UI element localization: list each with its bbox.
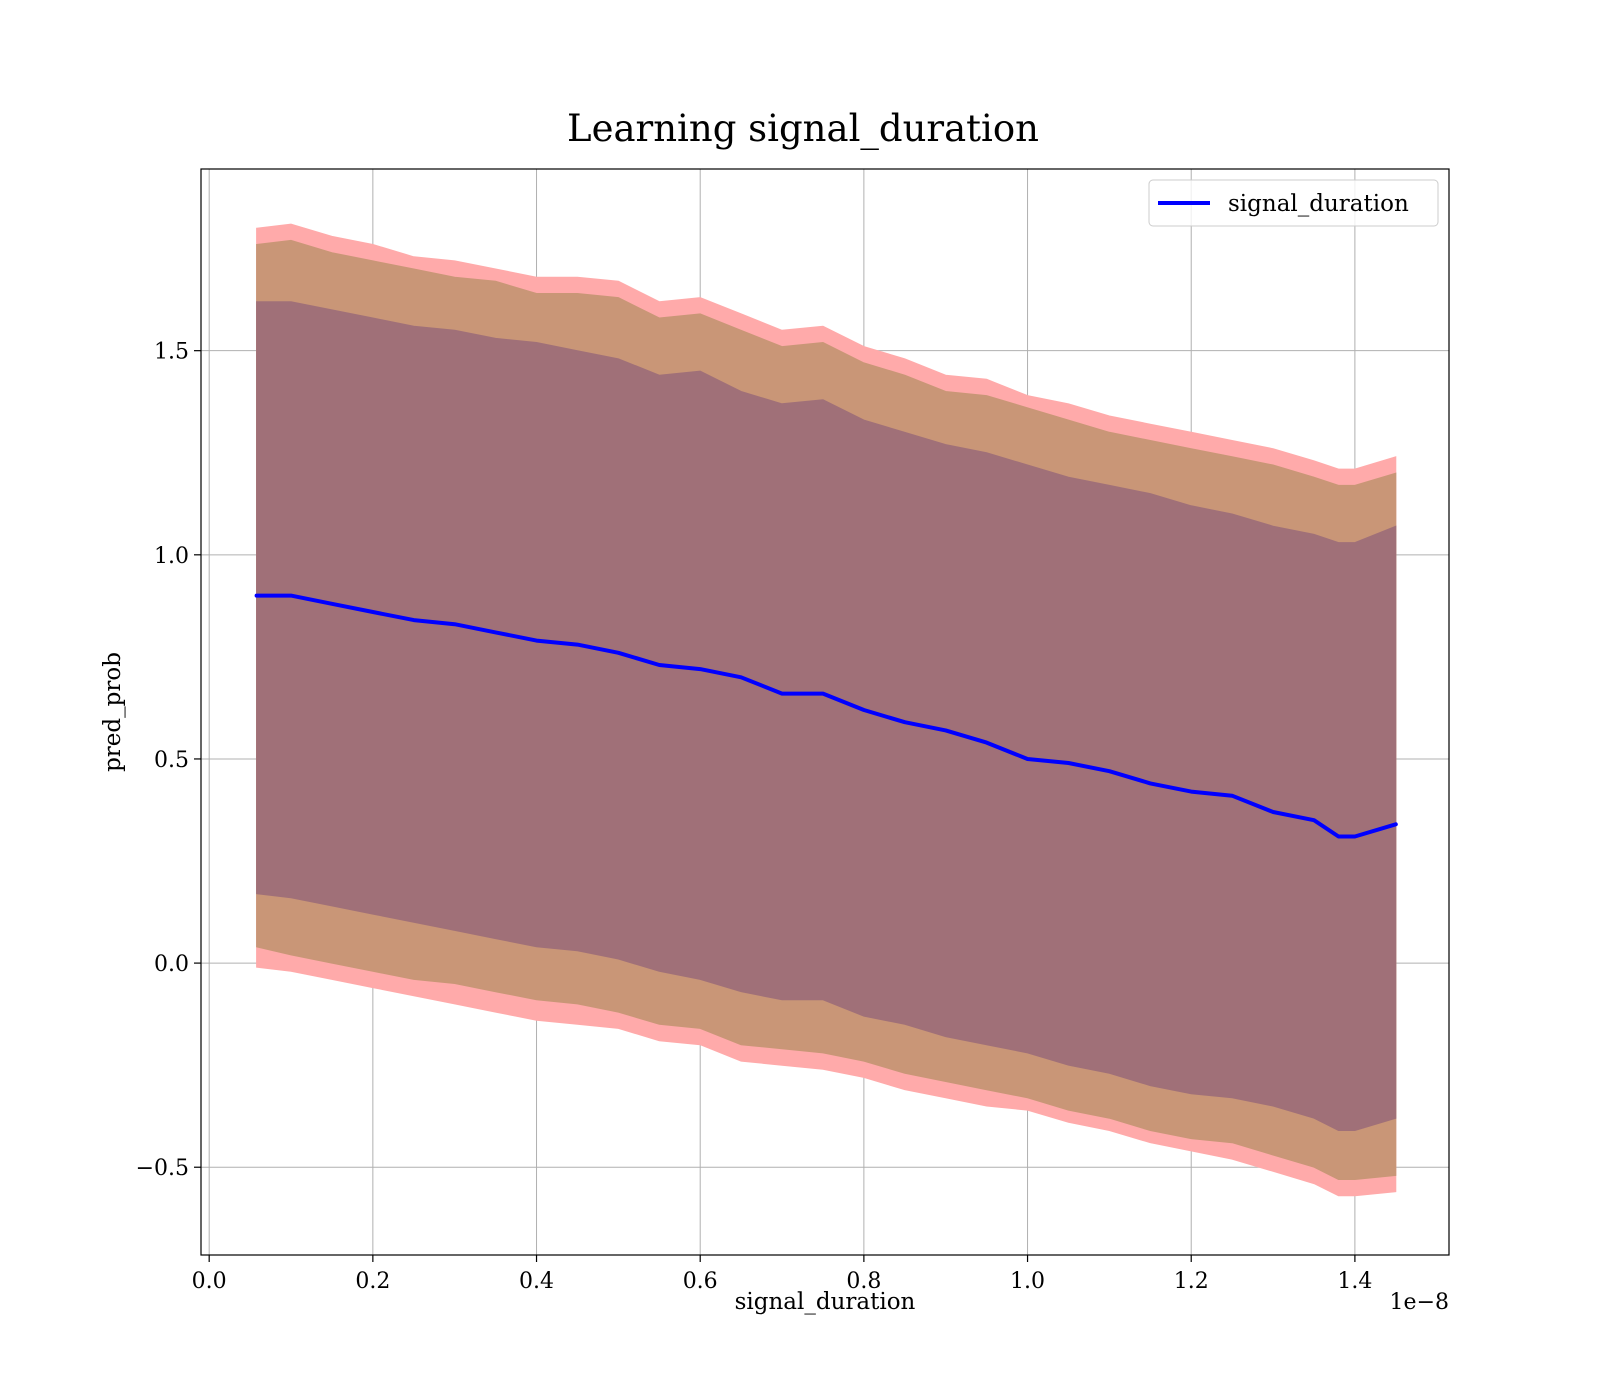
x-tick-label: 1.0 xyxy=(1010,1269,1045,1294)
y-tick-label: 0.5 xyxy=(154,748,189,773)
x-tick-label: 0.2 xyxy=(355,1269,390,1294)
series-lines xyxy=(254,593,1398,839)
plot-frame xyxy=(200,168,1450,1256)
confidence-bands xyxy=(256,223,1397,1197)
legend: signal_duration xyxy=(1148,179,1439,227)
y-tick-label: 1.5 xyxy=(154,340,189,365)
band-inner xyxy=(256,301,1397,1131)
y-tick-label: −0.5 xyxy=(136,1156,189,1181)
x-offset-label: 1e−8 xyxy=(1390,1290,1449,1315)
x-tick-label: 1.4 xyxy=(1337,1269,1372,1294)
y-tick-label: 0.0 xyxy=(154,952,189,977)
legend-label: signal_duration xyxy=(1228,191,1409,217)
axis-ticks: 0.0 0.2 0.4 0.6 0.8 1.0 1.2 1.4 −0.5 0.0 0.5 1.0 1.5 xyxy=(136,340,1373,1294)
y-tick-label: 1.0 xyxy=(154,544,189,569)
series-line-signal-duration xyxy=(254,593,1398,839)
x-tick-label: 1.2 xyxy=(1174,1269,1209,1294)
chart-title: Learning signal_duration xyxy=(567,107,1039,151)
x-axis-label: signal_duration xyxy=(735,1289,916,1315)
x-tick-label: 0.4 xyxy=(519,1269,554,1294)
legend-box xyxy=(1148,179,1439,227)
x-tick-label: 0.6 xyxy=(683,1269,718,1294)
x-tick-label: 0.0 xyxy=(192,1269,227,1294)
y-axis-label: pred_prob xyxy=(100,652,126,772)
x-tick-label: 0.8 xyxy=(846,1269,881,1294)
